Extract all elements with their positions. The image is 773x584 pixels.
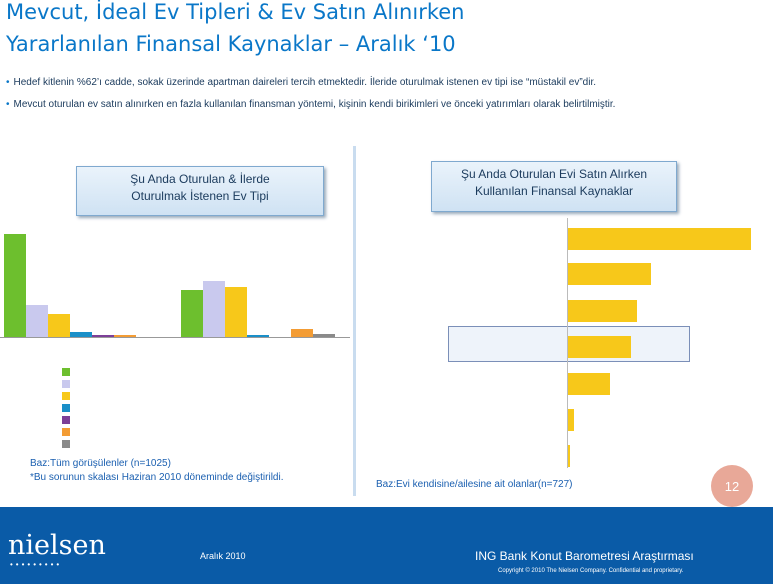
hbar <box>567 228 751 250</box>
legend-item <box>62 426 352 438</box>
legend-item <box>62 366 352 378</box>
legend-swatch <box>62 440 70 448</box>
bar <box>291 329 313 337</box>
section-divider <box>353 146 356 496</box>
bullet-dot-icon: • <box>6 99 10 110</box>
legend-item <box>62 414 352 426</box>
page-number-badge: 12 <box>711 465 753 507</box>
legend-swatch <box>62 392 70 400</box>
right-chart-title-box: Şu Anda Oturulan Evi Satın Alırken Kulla… <box>431 161 677 212</box>
legend-swatch <box>62 428 70 436</box>
right-base-note: Baz:Evi kendisine/ailesine ait olanlar(n… <box>376 479 573 490</box>
bullet-point-2: • Mevcut oturulan ev satın alınırken en f… <box>6 99 615 110</box>
bar <box>225 287 247 337</box>
left-chart-title-line2: Oturulmak İstenen Ev Tipi <box>131 189 269 203</box>
legend-item <box>62 390 352 402</box>
bullet-point-1: • Hedef kitlenin %62’ı cadde, sokak üzeri… <box>6 77 596 88</box>
hbar <box>567 409 574 431</box>
bullet-dot-icon: • <box>6 77 10 88</box>
legend-item <box>62 378 352 390</box>
bar <box>181 290 203 337</box>
hbar <box>567 300 637 322</box>
legend-swatch <box>62 380 70 388</box>
bar <box>4 234 26 337</box>
house-type-bar-chart <box>0 210 353 370</box>
page-title-line1: Mevcut, İdeal Ev Tipleri & Ev Satın Alın… <box>6 0 465 24</box>
house-type-legend <box>62 366 352 450</box>
left-chart-title-line1: Şu Anda Oturulan & İlerde <box>130 172 270 186</box>
left-star-note: *Bu sorunun skalası Haziran 2010 dönemin… <box>30 472 284 483</box>
hbar <box>567 263 651 285</box>
finance-source-bar-chart <box>360 218 773 468</box>
bullet-text-1: Hedef kitlenin %62’ı cadde, sokak üzerin… <box>13 77 597 88</box>
legend-item <box>62 402 352 414</box>
logo-dots-icon: ••••••••• <box>10 560 63 569</box>
bar <box>70 332 92 337</box>
bar <box>92 335 114 337</box>
left-base-note: Baz:Tüm görüşülenler (n=1025) <box>30 458 171 469</box>
nielsen-logo: nielsen <box>8 530 106 561</box>
footer-copyright: Copyright © 2010 The Nielsen Company. Co… <box>498 568 684 574</box>
bar <box>114 335 136 337</box>
bar <box>313 334 335 337</box>
hbar <box>567 336 631 358</box>
hbar <box>567 445 570 467</box>
legend-swatch <box>62 404 70 412</box>
page-title-line2: Yararlanılan Finansal Kaynaklar – Aralık… <box>6 32 456 56</box>
right-chart-title-line2: Kullanılan Finansal Kaynaklar <box>474 184 634 198</box>
bar <box>48 314 70 337</box>
legend-swatch <box>62 368 70 376</box>
left-chart-title-box: Şu Anda Oturulan & İlerde Oturulmak İste… <box>76 166 324 216</box>
legend-item <box>62 438 352 450</box>
bullet-text-2: Mevcut oturulan ev satın alınırken en fa… <box>13 99 616 110</box>
footer-bar <box>0 507 773 584</box>
chart-axis <box>567 218 568 468</box>
hbar <box>567 373 610 395</box>
chart-baseline <box>0 337 350 338</box>
bar <box>26 305 48 337</box>
right-chart-title-line1: Şu Anda Oturulan Evi Satın Alırken <box>460 167 648 181</box>
footer-date: Aralık 2010 <box>200 551 246 561</box>
legend-swatch <box>62 416 70 424</box>
footer-report-title: ING Bank Konut Barometresi Araştırması <box>475 549 694 563</box>
bar <box>203 281 225 337</box>
bar <box>247 335 269 337</box>
